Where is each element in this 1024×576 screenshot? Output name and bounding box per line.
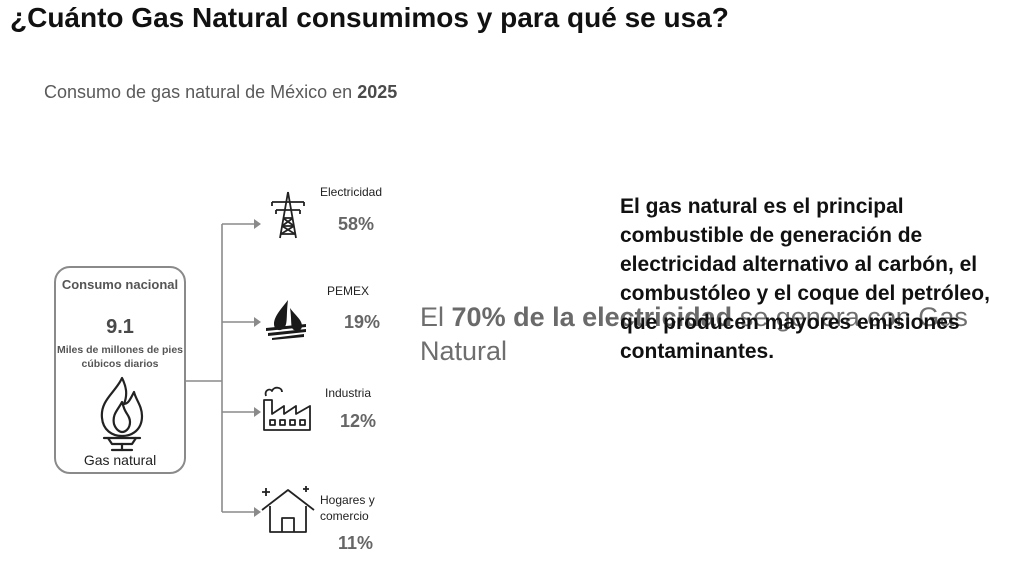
sector-pct-hogares: 11% (338, 533, 374, 553)
sector-name-hogares: Hogares y comercio (320, 493, 375, 523)
consumption-units: Miles de millones de pies cúbicos diario… (56, 344, 184, 370)
main-statement: El gas natural es el principal combustib… (620, 195, 990, 363)
sector-name-industria: Industria (325, 386, 372, 400)
flame-icon (100, 376, 144, 452)
subtitle-year: 2025 (357, 82, 398, 102)
arrow-pemex (254, 317, 261, 327)
consumption-label: Consumo nacional (61, 277, 179, 292)
arrow-electricidad (254, 219, 261, 229)
arrow-industria (254, 407, 261, 417)
gas-natural-label: Gas natural (83, 452, 157, 468)
arrow-hogares (254, 507, 261, 517)
sector-pct-industria: 12% (340, 411, 377, 431)
page-subtitle: Consumo de gas natural de México en 2025 (44, 82, 397, 103)
subtitle-text: Consumo de gas natural de México en (44, 82, 353, 102)
electricity-highlight: El 70% de la electricidad se genera con … (420, 300, 1024, 368)
highlight-post: se genera con Gas Natural (420, 302, 968, 366)
pemex-logo-icon (266, 300, 306, 340)
sector-name-electricidad: Electricidad (320, 185, 383, 199)
house-icon (261, 486, 315, 533)
power-tower-icon (271, 191, 305, 239)
sector-pct-pemex: 19% (344, 312, 381, 332)
consumption-box: Consumo nacional 9.1 Miles de millones d… (54, 266, 186, 474)
sector-name-pemex: PEMEX (327, 284, 370, 298)
sector-pct-electricidad: 58% (338, 214, 375, 234)
factory-icon (263, 386, 311, 431)
highlight-pre: El (420, 302, 445, 332)
highlight-bold: 70% de la electricidad (451, 302, 733, 332)
consumption-value: 9.1 (106, 316, 134, 338)
page-title: ¿Cuánto Gas Natural consumimos y para qu… (10, 2, 729, 33)
